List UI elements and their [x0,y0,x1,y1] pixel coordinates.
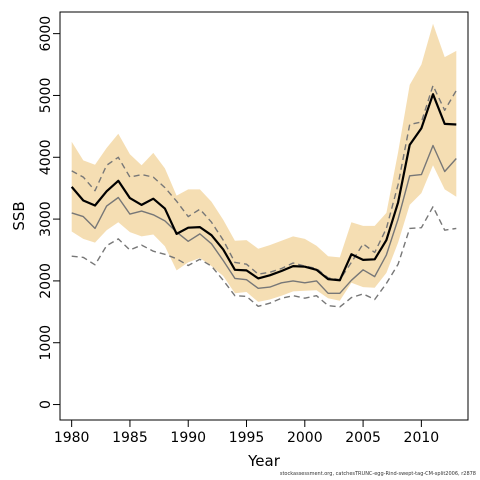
x-axis-title: Year [247,452,281,470]
x-tick-label: 2005 [345,430,381,446]
series-line-upper-quantile [71,84,457,281]
x-tick-label: 1995 [229,430,265,446]
x-tick-label: 1980 [54,430,90,446]
y-tick-label: 3000 [38,201,54,237]
x-tick-label: 2000 [287,430,323,446]
y-tick-label: 4000 [38,139,54,175]
y-axis-title: SSB [10,201,28,230]
x-tick-label: 2010 [404,430,440,446]
series-line-lower-quantile [71,205,457,308]
confidence-band-layer [71,23,457,302]
y-tick-label: 5000 [38,78,54,114]
series-line-estimate [70,93,457,282]
source-footnote: stockassessment.org, catchesTRUNC-egg-Ri… [279,471,476,477]
x-tick-label: 1985 [112,430,148,446]
confidence-band [71,23,457,302]
y-tick-label: 6000 [38,16,54,52]
series-line-median [71,144,457,294]
y-axis: 0 1000 2000 3000 4000 5000 6000 [38,16,61,409]
y-tick-label: 0 [38,400,54,409]
x-axis: 1980 1985 1990 1995 2000 2005 2010 [54,419,440,446]
x-tick-label: 1990 [170,430,206,446]
series-layer [70,84,457,308]
y-tick-label: 1000 [38,325,54,361]
y-tick-label: 2000 [38,263,54,299]
